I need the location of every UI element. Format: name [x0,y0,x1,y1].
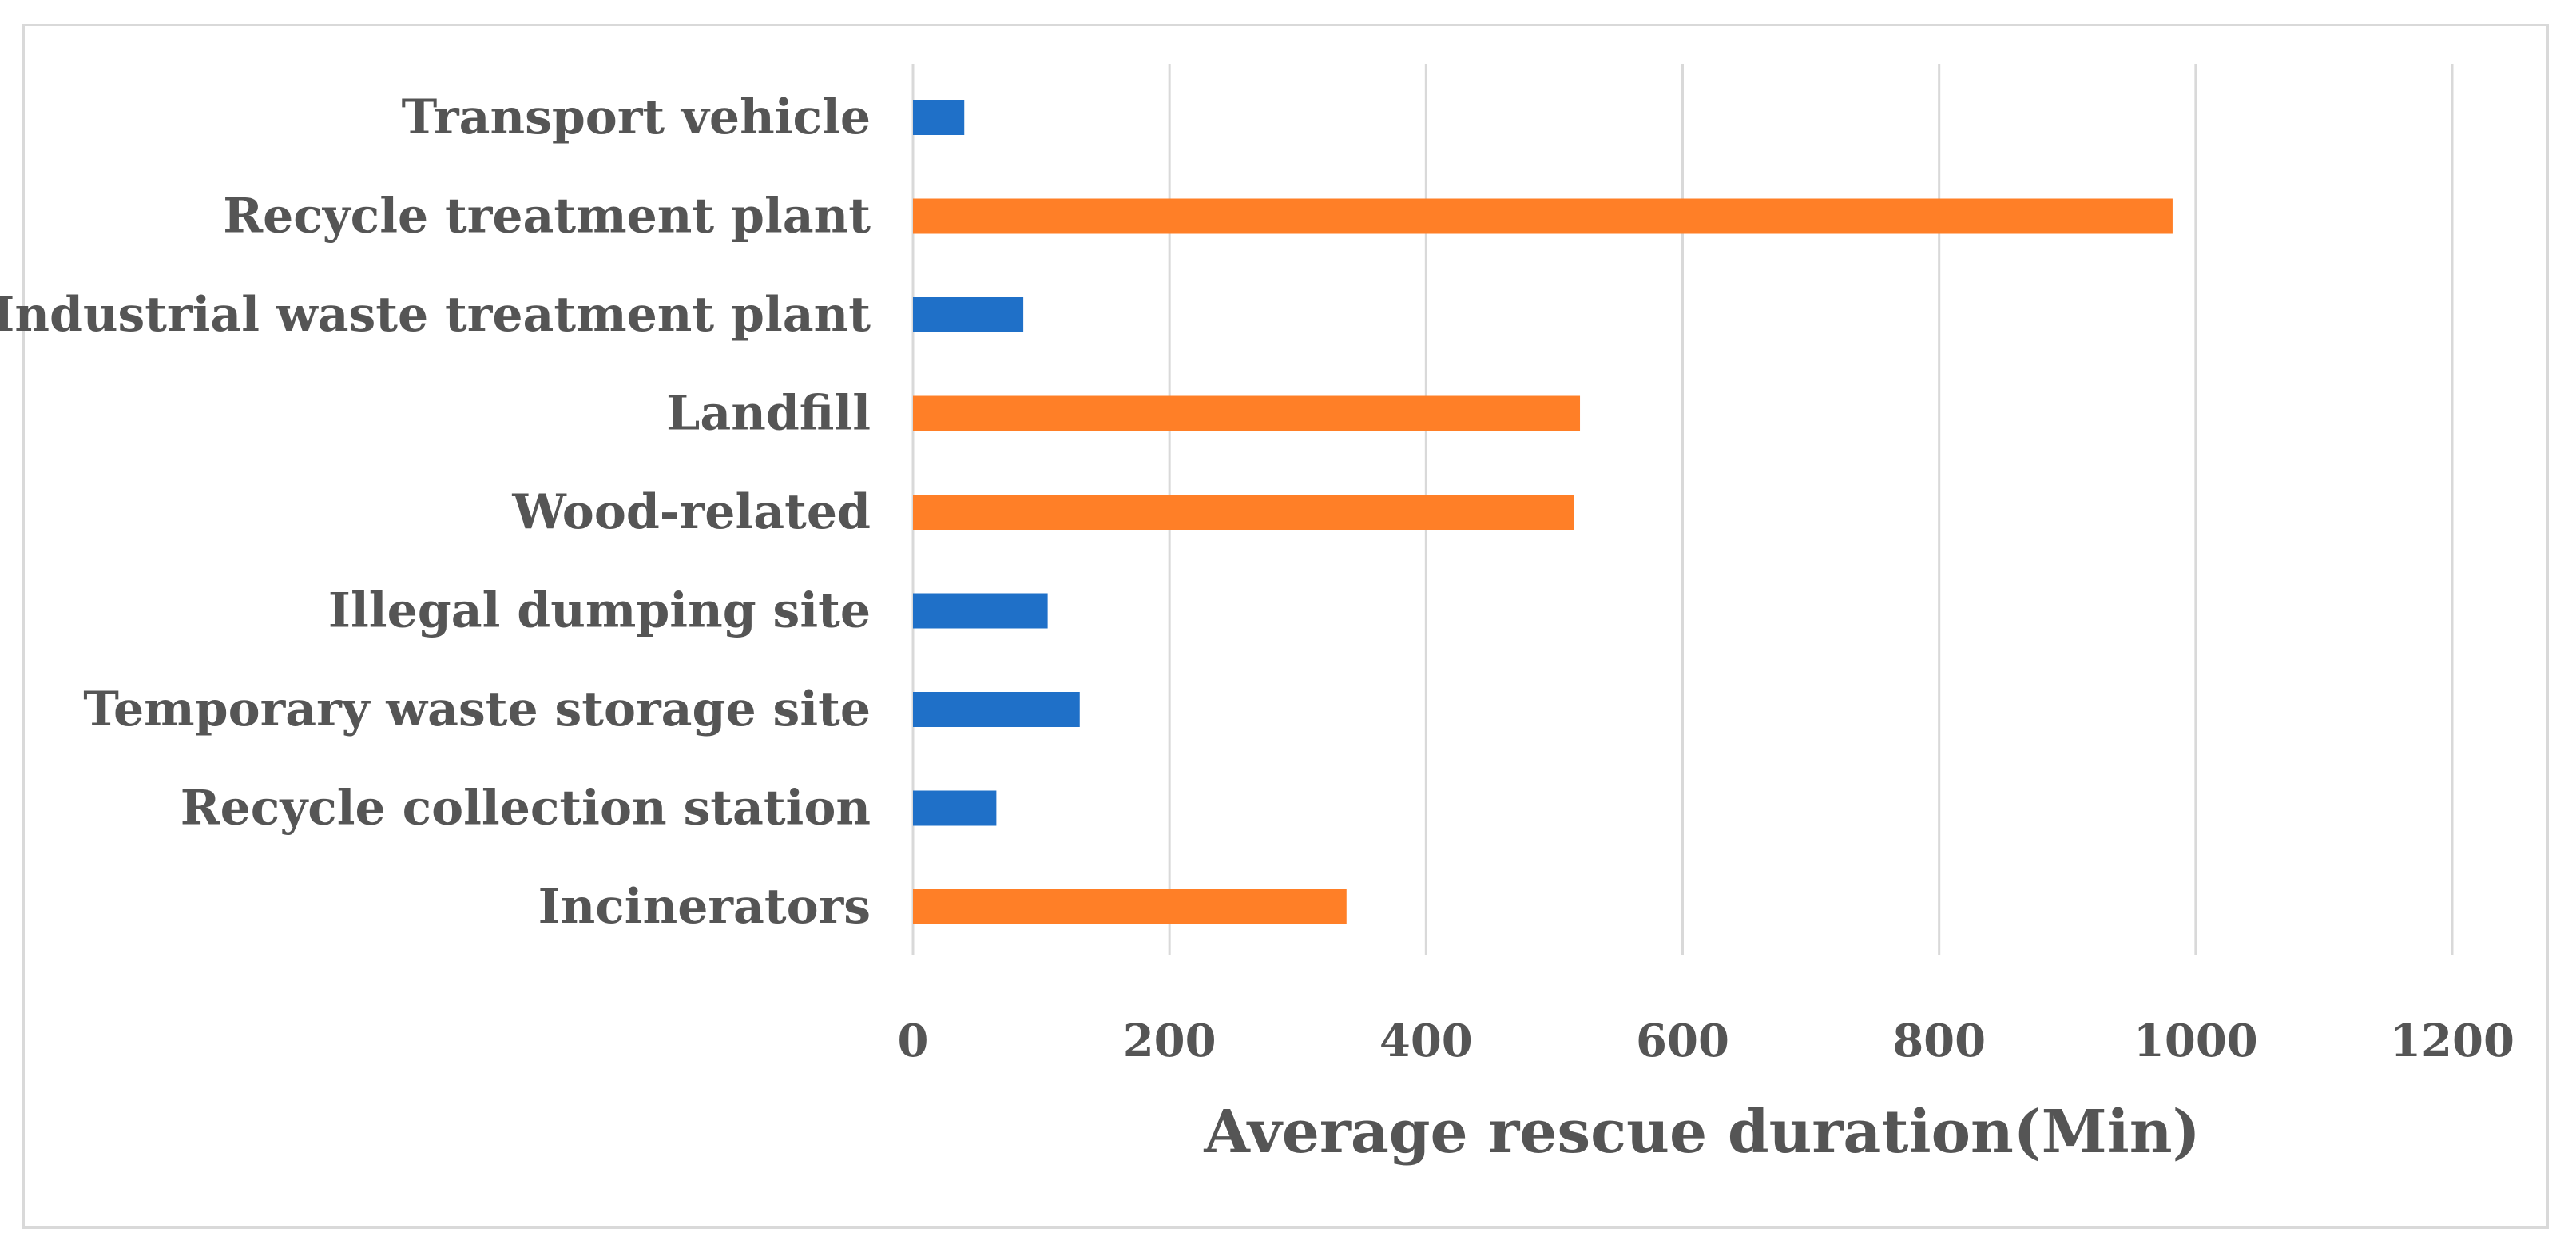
category-label: Illegal dumping site [328,583,871,639]
bar-landfill [913,395,1581,431]
x-tick-labels: 0 200 400 600 800 1000 1200 [898,1015,2514,1067]
bar-recycle-treatment-plant [913,198,2173,234]
bar-industrial-waste-treatment-plant [913,297,1024,332]
category-label: Industrial waste treatment plant [0,287,871,343]
x-tick-label: 200 [1123,1015,1217,1067]
x-tick-label: 800 [1892,1015,1986,1067]
bar-wood-related [913,495,1574,530]
category-label: Recycle treatment plant [223,189,871,244]
bar-temporary-waste-storage-site [913,692,1080,727]
category-label: Transport vehicle [402,89,871,145]
bar-recycle-collection-station [913,790,997,826]
bar-illegal-dumping-site [913,593,1048,629]
category-labels: Transport vehicle Recycle treatment plant… [0,89,871,935]
category-label: Landfill [666,386,871,442]
x-tick-label: 1000 [2133,1015,2258,1067]
category-label: Incinerators [538,879,871,935]
bar-layer [913,100,2173,924]
x-axis-title: Average rescue duration(Min) [1203,1098,2200,1167]
x-tick-label: 600 [1636,1015,1729,1067]
x-tick-label: 1200 [2390,1015,2514,1067]
category-label: Temporary waste storage site [83,682,871,737]
x-tick-label: 0 [898,1015,929,1067]
bar-transport-vehicle [913,100,965,135]
x-tick-label: 400 [1379,1015,1473,1067]
bar-incinerators [913,889,1347,924]
category-label: Recycle collection station [181,781,871,837]
category-label: Wood-related [511,484,871,540]
